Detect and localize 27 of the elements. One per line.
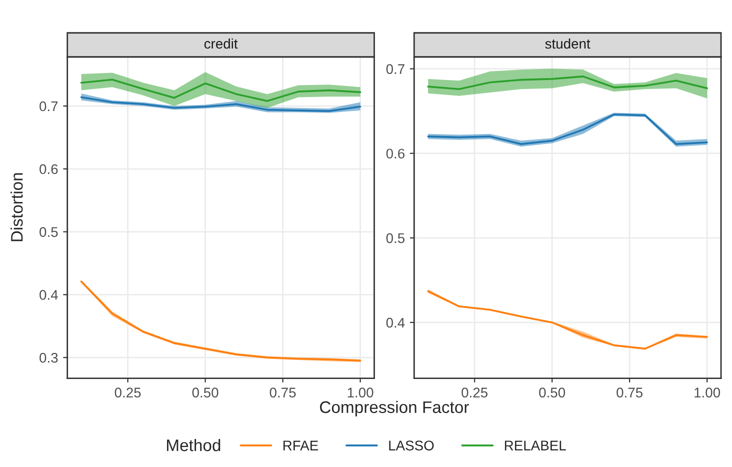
y-tick-label: 0.5 [386,233,405,244]
y-tick-label: 0.7 [386,64,404,74]
y-tick-label: 0.6 [40,164,58,174]
y-tick-label: 0.7 [40,101,58,112]
legend-label: LASSO [389,440,434,450]
line-series [80,78,362,102]
x-tick-label: 0.75 [270,388,296,398]
x-tick-label: 1.00 [348,388,374,398]
x-axis-title: Compression Factor [320,400,469,416]
x-tick-label: 0.50 [192,388,218,398]
x-tick-label: 1.00 [694,388,720,398]
y-tick-label: 0.5 [40,227,58,237]
legend-label: RFAE [283,440,318,450]
line-series [427,76,708,90]
x-tick-label: 0.50 [539,388,566,398]
legend-title: Method [167,438,220,452]
y-tick-label: 0.4 [40,290,58,300]
y-tick-label: 0.6 [386,148,404,159]
y-axis-title: Distortion [10,173,23,242]
legend-label: RELABEL [504,440,566,450]
x-tick-label: 0.25 [114,388,141,398]
chart-title: credit [204,38,238,49]
x-tick-label: 0.75 [616,388,643,398]
chart-title: student [545,38,590,49]
x-tick-label: 0.25 [462,388,488,398]
y-tick-label: 0.4 [386,318,405,328]
y-tick-label: 0.3 [40,352,58,363]
